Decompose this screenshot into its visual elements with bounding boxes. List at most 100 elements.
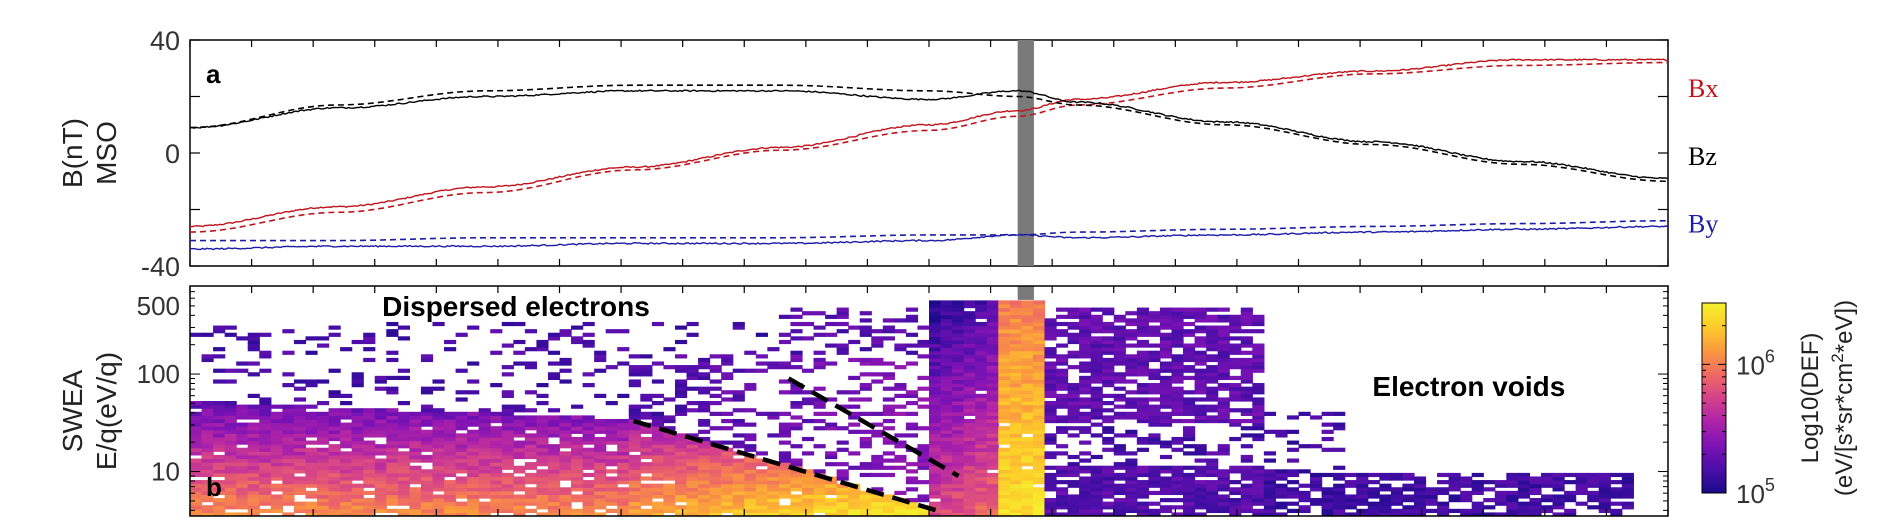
heatmap-cell — [409, 451, 422, 456]
heatmap-cell — [975, 498, 988, 503]
heatmap-cell — [201, 480, 214, 485]
heatmap-cell — [1610, 472, 1623, 478]
heatmap-cell — [859, 397, 872, 402]
heatmap-cell — [709, 469, 722, 474]
heatmap-cell — [1263, 458, 1277, 463]
heatmap-cell — [755, 505, 768, 510]
heatmap-cell — [432, 451, 445, 456]
heatmap-cell — [617, 444, 630, 449]
heatmap-cell — [744, 501, 757, 506]
heatmap-cell — [1079, 465, 1092, 470]
heatmap-cell — [317, 433, 330, 438]
heatmap-cell — [536, 339, 549, 345]
heatmap-cell — [444, 472, 457, 478]
heatmap-cell — [1194, 318, 1207, 323]
heatmap-cell — [1009, 487, 1022, 492]
heatmap-cell — [1194, 498, 1207, 503]
heatmap-cell — [698, 375, 711, 381]
heatmap-cell — [594, 454, 607, 460]
heatmap-cell — [1067, 480, 1080, 485]
heatmap-cell — [247, 472, 260, 478]
heatmap-cell — [571, 404, 584, 409]
heatmap-cell — [374, 487, 387, 492]
heatmap-cell — [282, 426, 295, 431]
heatmap-cell — [813, 444, 826, 449]
heatmap-cell — [478, 465, 491, 470]
heatmap-cell — [582, 343, 595, 348]
heatmap-cell — [1090, 361, 1103, 366]
heatmap-cell — [1506, 501, 1519, 506]
heatmap-cell — [559, 454, 572, 460]
heatmap-cell — [975, 512, 988, 516]
heatmap-cell — [213, 426, 226, 431]
heatmap-cell — [236, 440, 249, 445]
heatmap-cell — [1009, 415, 1022, 420]
heatmap-cell — [929, 469, 942, 474]
heatmap-cell — [1252, 347, 1265, 352]
heatmap-cell — [1102, 311, 1115, 316]
heatmap-cell — [317, 422, 330, 427]
heatmap-cell — [1032, 408, 1046, 413]
heatmap-cell — [1229, 512, 1242, 516]
heatmap-cell — [397, 512, 410, 516]
heatmap-cell — [467, 429, 480, 434]
heatmap-cell — [386, 462, 399, 467]
heatmap-cell — [236, 422, 249, 427]
heatmap-cell — [1540, 472, 1554, 478]
heatmap-cell — [998, 311, 1011, 316]
heatmap-cell — [1159, 401, 1173, 406]
heatmap-cell — [1598, 490, 1611, 496]
heatmap-cell — [282, 469, 295, 474]
heatmap-cell — [236, 483, 249, 488]
heatmap-cell — [686, 462, 699, 467]
heatmap-cell — [1529, 505, 1542, 510]
heatmap-cell — [317, 487, 330, 492]
heatmap-cell — [340, 469, 353, 474]
heatmap-cell — [1032, 429, 1046, 434]
heatmap-cell — [547, 480, 561, 485]
heatmap-cell — [698, 444, 711, 449]
heatmap-cell — [1044, 404, 1057, 409]
heatmap-cell — [986, 440, 999, 445]
heatmap-cell — [513, 498, 526, 503]
heatmap-cell — [1056, 383, 1069, 388]
heatmap-cell — [317, 508, 330, 513]
heatmap-cell — [605, 451, 618, 456]
heatmap-cell — [1240, 426, 1253, 431]
heatmap-cell — [674, 436, 688, 442]
heatmap-cell — [905, 501, 919, 506]
heatmap-cell — [420, 505, 434, 510]
heatmap-cell — [929, 350, 942, 355]
heatmap-cell — [571, 429, 584, 434]
heatmap-cell — [940, 476, 953, 481]
heatmap-cell — [190, 458, 203, 463]
heatmap-cell — [236, 490, 249, 496]
heatmap-cell — [501, 458, 514, 463]
heatmap-cell — [975, 343, 988, 348]
heatmap-cell — [420, 472, 434, 478]
heatmap-cell — [686, 490, 699, 496]
heatmap-cell — [1275, 476, 1288, 481]
heatmap-cell — [698, 386, 711, 391]
heatmap-cell — [1102, 336, 1115, 341]
heatmap-cell — [905, 332, 919, 337]
heatmap-cell — [929, 447, 942, 452]
heatmap-cell — [1356, 508, 1369, 513]
heatmap-cell — [986, 379, 999, 384]
heatmap-cell — [1286, 487, 1300, 492]
heatmap-cell — [663, 487, 676, 492]
heatmap-cell — [1032, 436, 1046, 442]
heatmap-cell — [397, 494, 410, 499]
heatmap-cell — [1171, 325, 1184, 330]
heatmap-cell — [929, 347, 942, 352]
heatmap-cell — [1009, 343, 1022, 348]
heatmap-cell — [1021, 357, 1034, 363]
heatmap-cell — [628, 447, 641, 452]
heatmap-cell — [1252, 383, 1265, 388]
heatmap-cell — [963, 383, 976, 388]
heatmap-cell — [1229, 321, 1242, 327]
heatmap-cell — [340, 393, 353, 398]
heatmap-cell — [1240, 390, 1253, 395]
heatmap-cell — [975, 480, 988, 485]
